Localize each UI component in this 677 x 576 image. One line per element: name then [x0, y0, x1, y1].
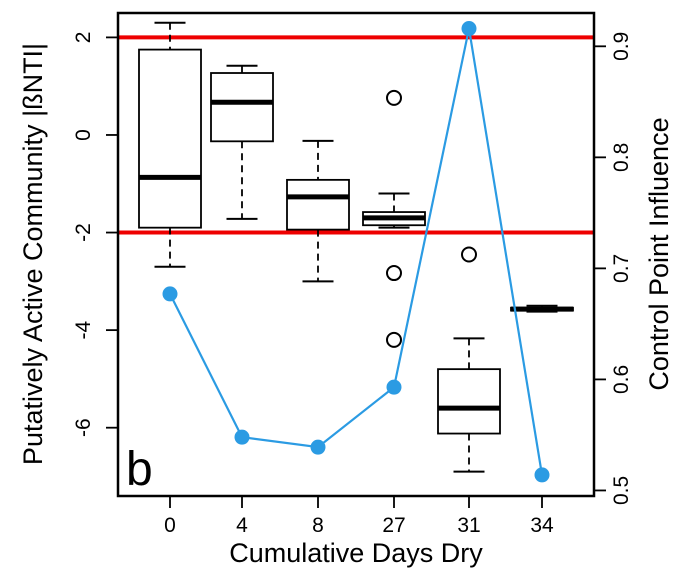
control-point-series — [162, 21, 550, 483]
right-tick-label: 0.9 — [610, 32, 633, 61]
x-tick-label: 0 — [164, 514, 176, 537]
box-iqr — [437, 368, 501, 435]
box-4 — [210, 64, 274, 220]
series-point — [534, 467, 550, 483]
series-point — [386, 379, 402, 395]
box-34 — [510, 304, 574, 313]
box-27 — [362, 89, 426, 348]
series-line — [169, 28, 544, 476]
x-tick-label: 8 — [312, 514, 324, 537]
x-tick-label: 31 — [457, 514, 480, 537]
box-31 — [437, 246, 501, 473]
box-iqr — [138, 48, 202, 229]
left-tick-label: 2 — [72, 32, 95, 44]
outlier-point — [386, 331, 402, 348]
x-tick-label: 34 — [530, 514, 554, 537]
left-tick-label: -6 — [72, 418, 95, 437]
x-tick-label: 4 — [236, 514, 248, 537]
series-point — [234, 429, 250, 445]
box-iqr — [210, 72, 274, 143]
outlier-point — [461, 246, 477, 263]
right-y-axis: 0.9 0.8 0.7 0.6 0.5 — [594, 32, 633, 505]
box-0 — [138, 21, 202, 268]
x-tick-label: 27 — [382, 514, 405, 537]
panel-label: b — [126, 443, 153, 496]
left-tick-label: -4 — [72, 320, 95, 339]
right-tick-label: 0.7 — [610, 254, 633, 283]
reference-lines — [118, 35, 594, 235]
right-y-axis-title: Control Point Influence — [644, 117, 674, 390]
right-tick-label: 0.6 — [610, 365, 633, 394]
x-axis-title: Cumulative Days Dry — [229, 538, 483, 568]
left-tick-label: 0 — [72, 129, 95, 141]
box-iqr — [286, 178, 350, 231]
right-tick-label: 0.5 — [610, 476, 633, 505]
outlier-point — [386, 89, 402, 106]
left-y-axis: 2 0 -2 -4 -6 — [72, 32, 118, 437]
series-point — [162, 286, 178, 302]
box-8 — [286, 139, 350, 283]
outlier-point — [386, 265, 402, 282]
plot-frame — [116, 11, 596, 498]
box-plots — [138, 21, 574, 473]
series-point — [310, 439, 326, 455]
left-tick-label: -2 — [72, 223, 95, 242]
series-point — [461, 21, 477, 37]
x-axis: 0 4 8 27 31 34 — [164, 496, 554, 537]
left-y-axis-title: Putatively Active Community |ßNTI| — [18, 43, 48, 465]
right-tick-label: 0.8 — [610, 143, 633, 172]
